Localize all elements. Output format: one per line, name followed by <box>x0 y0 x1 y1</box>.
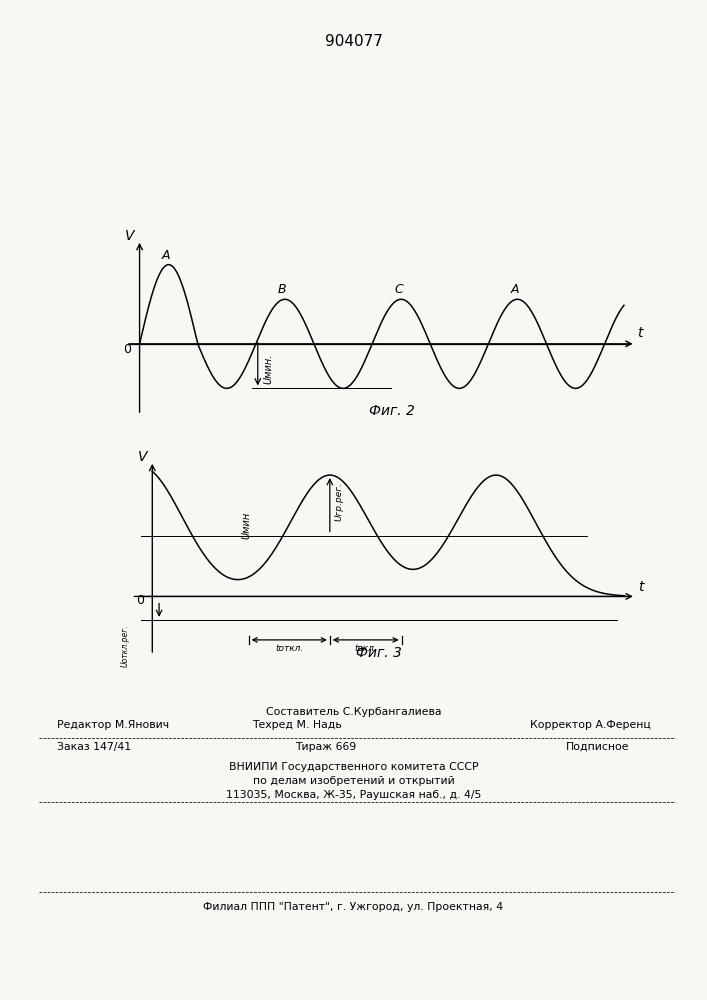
Text: B: B <box>278 283 286 296</box>
Text: C: C <box>395 283 403 296</box>
Text: Uмин.: Uмин. <box>264 353 274 384</box>
Text: по делам изобретений и открытий: по делам изобретений и открытий <box>252 776 455 786</box>
Text: Подписное: Подписное <box>566 742 629 752</box>
Text: Тираж 669: Тираж 669 <box>295 742 356 752</box>
Text: tоткл.: tоткл. <box>275 644 303 653</box>
Text: Заказ 147/41: Заказ 147/41 <box>57 742 131 752</box>
Text: V: V <box>125 229 134 243</box>
Text: Техред М. Надь: Техред М. Надь <box>252 720 341 730</box>
Text: A: A <box>510 283 519 296</box>
Text: Редактор М.Янович: Редактор М.Янович <box>57 720 169 730</box>
Text: tвкл.: tвкл. <box>354 644 377 653</box>
Text: Uмин: Uмин <box>241 512 251 539</box>
Text: Uгр.рег.: Uгр.рег. <box>334 482 344 521</box>
Text: Фиг. 2: Фиг. 2 <box>368 404 414 418</box>
Text: Корректор А.Ференц: Корректор А.Ференц <box>530 720 650 730</box>
Text: A: A <box>162 249 170 262</box>
Text: ВНИИПИ Государственного комитета СССР: ВНИИПИ Государственного комитета СССР <box>228 762 479 772</box>
Text: Фиг. 3: Фиг. 3 <box>356 646 402 660</box>
Text: 0: 0 <box>123 343 131 356</box>
Text: Составитель С.Курбангалиева: Составитель С.Курбангалиева <box>266 707 441 717</box>
Text: V: V <box>138 450 148 464</box>
Text: 113035, Москва, Ж-35, Раушская наб., д. 4/5: 113035, Москва, Ж-35, Раушская наб., д. … <box>226 790 481 800</box>
Text: Филиал ППП "Патент", г. Ужгород, ул. Проектная, 4: Филиал ППП "Патент", г. Ужгород, ул. Про… <box>204 902 503 912</box>
Text: t: t <box>638 580 643 594</box>
Text: 0: 0 <box>136 594 144 607</box>
Text: t: t <box>638 326 643 340</box>
Text: 904077: 904077 <box>325 34 382 49</box>
Text: Uоткл.рег.: Uоткл.рег. <box>121 624 129 667</box>
